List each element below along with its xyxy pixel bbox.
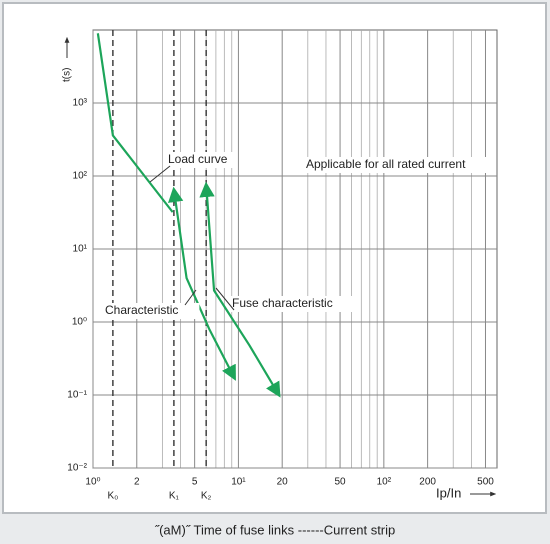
x-tick-label: 10² xyxy=(377,477,392,488)
leader-line xyxy=(184,289,197,306)
panel xyxy=(2,2,547,514)
y-tick-label: 10² xyxy=(73,171,88,182)
y-tick-label: 10⁰ xyxy=(72,317,87,328)
series-label: Fuse characteristic xyxy=(232,296,333,310)
caption: ˝(aM)˝ Time of fuse links ------Current … xyxy=(155,522,396,537)
x-tick-label: 10⁰ xyxy=(85,477,100,488)
y-tick-label: 10⁻¹ xyxy=(67,390,87,401)
series-line xyxy=(199,181,281,398)
x-tick-label: 200 xyxy=(419,477,436,488)
series-label: Characteristic xyxy=(105,303,178,317)
k-marker-label: K₁ xyxy=(169,491,180,502)
series-label-bg xyxy=(166,152,236,168)
leader-line xyxy=(149,165,171,183)
y-tick-label: 10¹ xyxy=(73,244,88,255)
series-label: Load curve xyxy=(168,152,228,166)
k-marker-label: K₂ xyxy=(201,491,212,502)
x-tick-label: 5 xyxy=(192,477,198,488)
x-tick-label: 10¹ xyxy=(231,477,246,488)
x-tick-label: 50 xyxy=(335,477,347,488)
annotation: Applicable for all rated current xyxy=(306,157,466,171)
series-line xyxy=(96,33,174,213)
k-marker-label: K₀ xyxy=(107,491,118,502)
leader-line xyxy=(215,287,235,311)
x-tick-label: 20 xyxy=(277,477,289,488)
x-tick-label: 500 xyxy=(477,477,494,488)
x-axis-title: Ip/In xyxy=(436,485,461,500)
annotation-bg xyxy=(303,157,493,173)
y-tick-label: 10³ xyxy=(73,98,88,109)
x-tick-label: 2 xyxy=(134,477,140,488)
y-axis-title: t(s) xyxy=(62,68,73,82)
series-label-bg xyxy=(103,303,200,319)
y-tick-label: 10⁻² xyxy=(67,463,87,474)
series-label-bg xyxy=(230,296,360,312)
